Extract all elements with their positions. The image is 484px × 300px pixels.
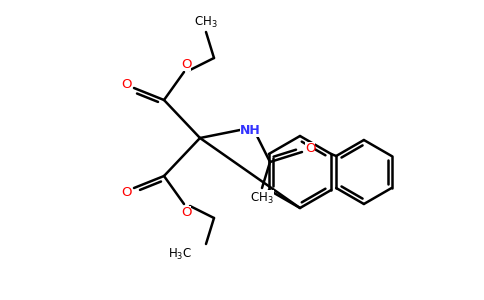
Text: O: O <box>121 185 131 199</box>
Text: CH$_3$: CH$_3$ <box>194 14 218 30</box>
Text: H$_3$C: H$_3$C <box>168 247 192 262</box>
Text: O: O <box>181 206 191 218</box>
Text: O: O <box>121 77 131 91</box>
Text: CH$_3$: CH$_3$ <box>250 190 274 206</box>
Text: O: O <box>181 58 191 70</box>
Text: O: O <box>305 142 315 154</box>
Text: NH: NH <box>240 124 260 136</box>
